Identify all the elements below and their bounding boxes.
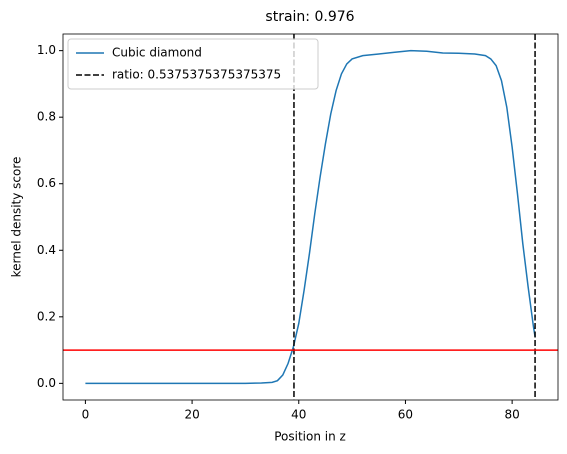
x-tick-label: 40 (291, 408, 306, 422)
data-line (85, 49, 536, 385)
x-tick-label: 20 (184, 408, 199, 422)
y-tick-label: 0.0 (37, 376, 56, 390)
legend-label: Cubic diamond (112, 46, 202, 60)
y-tick-label: 0.4 (37, 243, 56, 257)
y-tick-label: 0.8 (37, 110, 56, 124)
x-axis-label: Position in z (274, 430, 346, 444)
plot-frame (62, 33, 559, 401)
legend-box (67, 38, 319, 90)
y-axis-label: kernel density score (10, 157, 24, 278)
x-tick-label: 0 (82, 408, 90, 422)
legend-label: ratio: 0.5375375375375375 (112, 68, 281, 82)
y-tick-label: 1.0 (37, 43, 56, 57)
y-tick-label: 0.6 (37, 176, 56, 190)
chart-title: strain: 0.976 (265, 9, 354, 25)
x-tick-label: 60 (398, 408, 413, 422)
y-tick-label: 0.2 (37, 309, 56, 323)
x-tick-label: 80 (504, 408, 519, 422)
